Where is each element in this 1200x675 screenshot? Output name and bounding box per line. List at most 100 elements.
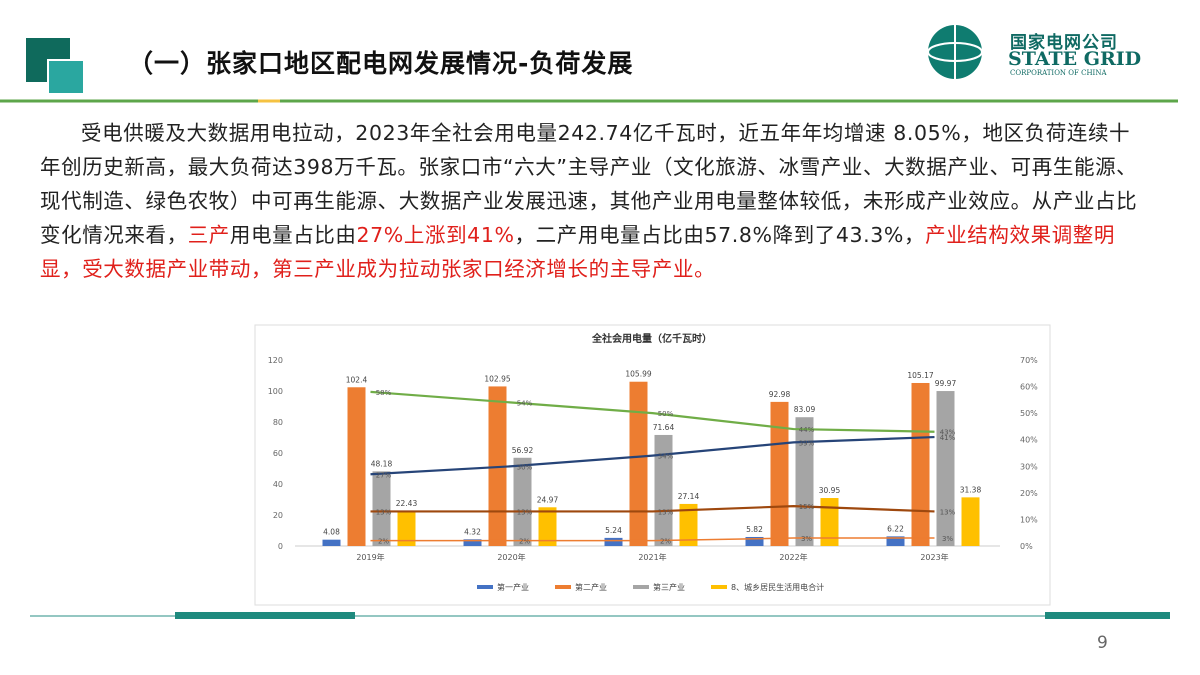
y2-tick-label: 50%	[1020, 409, 1038, 418]
data-label: 6.22	[887, 524, 904, 533]
line	[370, 505, 935, 513]
data-label: 50%	[658, 410, 674, 418]
bar	[795, 417, 814, 546]
bar	[372, 471, 391, 546]
bar	[347, 387, 366, 546]
data-label: 58%	[376, 389, 392, 397]
line	[370, 537, 935, 542]
data-label: 2%	[519, 538, 530, 546]
data-label: 43%	[940, 429, 956, 437]
data-label: 30.95	[819, 486, 841, 495]
data-label: 4.32	[464, 527, 481, 536]
line	[370, 435, 935, 476]
data-label: 105.17	[907, 371, 933, 380]
page-number: 9	[1097, 633, 1108, 653]
y-tick-label: 80	[273, 418, 283, 427]
legend-swatch	[711, 585, 727, 589]
data-label: 13%	[517, 508, 533, 516]
data-label: 56.92	[512, 446, 534, 455]
bar	[820, 498, 839, 546]
data-label: 13%	[376, 508, 392, 516]
text-run: 用电量占比由	[229, 223, 357, 247]
data-label: 92.98	[769, 390, 791, 399]
data-label: 24.97	[537, 495, 559, 504]
data-label: 102.95	[484, 374, 510, 383]
data-label: 5.82	[746, 525, 763, 534]
legend-label: 第三产业	[653, 582, 685, 592]
data-label: 13%	[658, 508, 674, 516]
y2-tick-label: 20%	[1020, 489, 1038, 498]
data-label: 41%	[940, 434, 956, 442]
y2-tick-label: 30%	[1020, 462, 1038, 471]
y-tick-label: 40	[273, 480, 283, 489]
bar	[770, 401, 789, 546]
data-label: 3%	[801, 535, 812, 543]
y2-tick-label: 10%	[1020, 515, 1038, 524]
decor-square	[47, 59, 85, 95]
data-label: 2%	[660, 538, 671, 546]
paragraph: 受电供暖及大数据用电拉动，2023年全社会用电量242.74亿千瓦时，近五年年均…	[40, 116, 1150, 286]
logo-text: 国家电网公司	[1010, 33, 1118, 53]
data-label: 22.43	[396, 499, 418, 508]
y2-tick-label: 0%	[1020, 542, 1033, 551]
data-label: 3%	[942, 535, 953, 543]
slide-title: （一）张家口地区配电网发展情况-负荷发展	[128, 49, 634, 78]
bar	[513, 457, 532, 546]
data-label: 30%	[517, 463, 533, 471]
bar	[604, 537, 623, 546]
bar	[397, 511, 416, 546]
data-label: 13%	[940, 508, 956, 516]
logo-text: STATE GRID	[1008, 48, 1142, 70]
bar	[679, 503, 698, 546]
bar	[745, 536, 764, 546]
legend-swatch	[477, 585, 493, 589]
y-tick-label: 100	[268, 387, 283, 396]
chart: 全社会用电量（亿千瓦时） 0 20 40 60 80 100 120 0% 10% 20% 30% 40…	[268, 332, 1038, 592]
bar	[886, 536, 905, 546]
footer-bar	[1045, 612, 1170, 619]
y-tick-label: 0	[278, 542, 283, 551]
x-tick-label: 2023年	[920, 552, 948, 562]
y-tick-label: 120	[268, 356, 283, 365]
data-label: 54%	[517, 400, 533, 408]
footer-bar	[175, 612, 355, 619]
data-label: 102.4	[346, 375, 368, 384]
text-run: 产业结构效果调整明显，受大数据产业带动，第三产业成为拉动张家口经济增长的主导产业…	[40, 223, 1115, 281]
bar	[322, 539, 341, 546]
data-label: 2%	[378, 538, 389, 546]
data-label: 4.08	[323, 528, 340, 537]
y2-tick-label: 60%	[1020, 383, 1038, 392]
legend-label: 第一产业	[497, 582, 529, 592]
y2-tick-label: 40%	[1020, 436, 1038, 445]
data-label: 48.18	[371, 459, 393, 468]
data-label: 99.97	[935, 379, 957, 388]
data-label: 27.14	[678, 492, 700, 501]
data-label: 105.99	[625, 370, 651, 379]
bar	[961, 497, 980, 546]
data-label: 15%	[799, 503, 815, 511]
data-label: 39%	[799, 439, 815, 447]
x-tick-label: 2021年	[638, 552, 666, 562]
data-label: 5.24	[605, 526, 622, 535]
text-run: 三产	[187, 223, 230, 247]
y-tick-label: 20	[273, 511, 283, 520]
legend-swatch	[555, 585, 571, 589]
legend-swatch	[633, 585, 649, 589]
text-run: 受电供暖及大数据用电拉动，2023年全社会用电量242.74亿千瓦时，近五年年均…	[40, 121, 1138, 247]
data-label: 83.09	[794, 405, 816, 414]
data-label: 44%	[799, 426, 815, 434]
bar	[538, 507, 557, 546]
bar	[936, 391, 955, 546]
bar	[463, 539, 482, 546]
data-label: 34%	[658, 453, 674, 461]
chart-title: 全社会用电量（亿千瓦时）	[591, 332, 712, 345]
x-tick-label: 2020年	[497, 552, 525, 562]
legend-label: 8、城乡居民生活用电合计	[731, 582, 824, 592]
bar	[911, 382, 930, 546]
text-run: 27%上涨到41%	[356, 223, 515, 247]
logo-text: CORPORATION OF CHINA	[1010, 69, 1107, 77]
x-tick-label: 2022年	[779, 552, 807, 562]
y2-tick-label: 70%	[1020, 356, 1038, 365]
bar	[629, 381, 648, 546]
